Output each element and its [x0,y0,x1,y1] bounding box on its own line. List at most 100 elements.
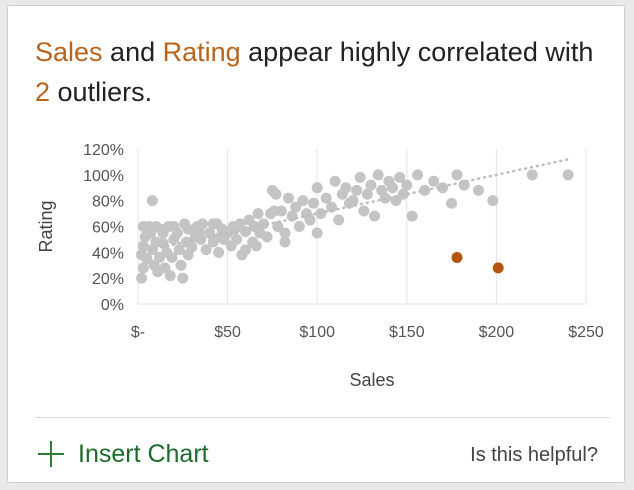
data-point [166,252,178,263]
y-axis-title: Rating [36,200,56,252]
data-point [283,192,295,204]
data-point [157,227,169,239]
data-point [182,249,194,261]
footer-divider [35,417,610,418]
data-point [173,244,185,256]
data-point [213,246,225,258]
data-point [401,179,413,191]
data-point [487,195,499,207]
data-point [329,175,341,187]
data-point [562,169,574,181]
x-tick-label: $- [131,324,145,341]
data-point [297,195,309,207]
data-point [386,182,398,194]
data-point [428,175,440,187]
data-point [320,192,332,204]
x-axis-title: Sales [349,370,394,390]
x-tick-label: $250 [568,324,604,341]
y-tick-label: 100% [83,168,124,185]
data-point [214,231,226,243]
data-point [207,218,219,230]
field-sales: Sales [35,37,103,67]
y-tick-label: 60% [92,220,124,237]
data-point [472,184,484,196]
data-point [451,169,463,181]
y-tick-label: 80% [92,194,124,211]
data-point [340,182,352,194]
data-point [304,214,316,226]
data-point [137,221,149,232]
data-point [394,171,406,183]
data-point [351,184,363,196]
data-point [177,272,189,284]
data-point [446,197,458,209]
data-point [279,236,291,248]
headline-text-2: appear highly correlated with [240,37,594,67]
data-point [358,205,370,217]
data-point [175,259,187,271]
headline-text-1: and [102,37,163,67]
helpful-feedback-link[interactable]: Is this helpful? [470,444,598,466]
outlier-count: 2 [35,77,51,107]
data-point [326,201,338,213]
data-point [141,253,153,265]
plus-icon [38,441,64,467]
y-tick-label: 0% [101,297,124,314]
data-point [146,195,158,207]
data-point [347,195,359,207]
data-point [240,244,252,256]
insert-chart-button[interactable]: Insert Chart [38,436,209,472]
data-point [365,179,377,191]
data-point [254,227,266,239]
data-point [272,221,284,232]
data-point [250,240,262,252]
data-point [164,270,176,282]
data-point [231,233,243,245]
data-point [293,221,305,232]
data-point [333,214,345,226]
data-point [406,210,418,222]
data-point [168,221,180,232]
data-point [311,182,323,194]
data-point [268,205,280,217]
data-point [137,262,149,274]
data-point [137,240,149,252]
data-point [150,221,162,232]
data-point [437,182,449,194]
insert-chart-label: Insert Chart [78,439,209,468]
x-tick-label: $50 [214,324,241,341]
data-point [204,227,216,239]
data-point [361,188,373,200]
outlier-point [492,262,504,274]
headline-text-3: outliers. [50,77,153,107]
data-point [193,226,205,238]
data-point [157,237,169,249]
trendline [136,158,570,254]
x-tick-label: $100 [299,324,335,341]
data-point [372,169,384,181]
field-rating: Rating [162,37,241,67]
data-point [200,244,212,256]
data-point [412,169,424,181]
y-tick-label: 120% [83,142,124,159]
x-tick-label: $200 [479,324,515,341]
data-point [159,262,171,274]
outlier-point [451,252,463,263]
data-point [279,227,291,239]
data-point [229,223,241,235]
scatter-chart-svg: 0% 20% 40% 60% 80% 100% 120% $- $50 $100 $150 $200 $… [36,142,604,390]
insight-headline: Sales and Rating appear highly correlate… [35,32,615,112]
data-point [311,227,323,239]
data-point [369,210,381,222]
y-tick-label: 40% [92,245,124,262]
data-point [290,201,302,213]
data-point [252,208,264,220]
data-point [182,223,194,235]
data-point [270,188,282,200]
data-point [354,171,366,183]
scatter-chart: 0% 20% 40% 60% 80% 100% 120% $- $50 $100 $150 $200 $… [8,136,626,406]
data-point [526,169,538,181]
data-point [136,272,148,284]
data-point [390,195,402,207]
y-tick-label: 20% [92,271,124,288]
